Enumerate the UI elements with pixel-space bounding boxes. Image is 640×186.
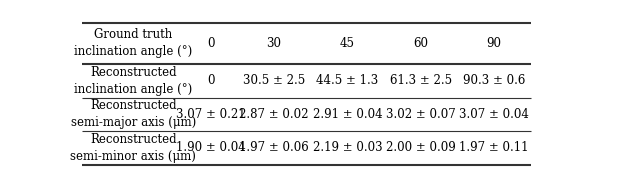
Text: 2.87 ± 0.02: 2.87 ± 0.02: [239, 108, 308, 121]
Text: 90.3 ± 0.6: 90.3 ± 0.6: [463, 74, 525, 87]
Text: 0: 0: [207, 74, 214, 87]
Text: 30: 30: [266, 37, 282, 50]
Text: 3.07 ± 0.21: 3.07 ± 0.21: [176, 108, 246, 121]
Text: Reconstructed
inclination angle (°): Reconstructed inclination angle (°): [74, 66, 193, 96]
Text: 2.19 ± 0.03: 2.19 ± 0.03: [312, 142, 382, 155]
Text: 61.3 ± 2.5: 61.3 ± 2.5: [390, 74, 452, 87]
Text: Reconstructed
semi-minor axis (μm): Reconstructed semi-minor axis (μm): [70, 133, 196, 163]
Text: 90: 90: [486, 37, 502, 50]
Text: 1.90 ± 0.04: 1.90 ± 0.04: [176, 142, 246, 155]
Text: 0: 0: [207, 37, 214, 50]
Text: Reconstructed
semi-major axis (μm): Reconstructed semi-major axis (μm): [70, 99, 196, 129]
Text: 3.02 ± 0.07: 3.02 ± 0.07: [386, 108, 456, 121]
Text: 44.5 ± 1.3: 44.5 ± 1.3: [316, 74, 378, 87]
Text: 3.07 ± 0.04: 3.07 ± 0.04: [460, 108, 529, 121]
Text: 45: 45: [340, 37, 355, 50]
Text: 1.97 ± 0.06: 1.97 ± 0.06: [239, 142, 309, 155]
Text: 2.00 ± 0.09: 2.00 ± 0.09: [386, 142, 456, 155]
Text: 30.5 ± 2.5: 30.5 ± 2.5: [243, 74, 305, 87]
Text: 1.97 ± 0.11: 1.97 ± 0.11: [460, 142, 529, 155]
Text: 2.91 ± 0.04: 2.91 ± 0.04: [312, 108, 382, 121]
Text: Ground truth
inclination angle (°): Ground truth inclination angle (°): [74, 28, 193, 58]
Text: 60: 60: [413, 37, 428, 50]
